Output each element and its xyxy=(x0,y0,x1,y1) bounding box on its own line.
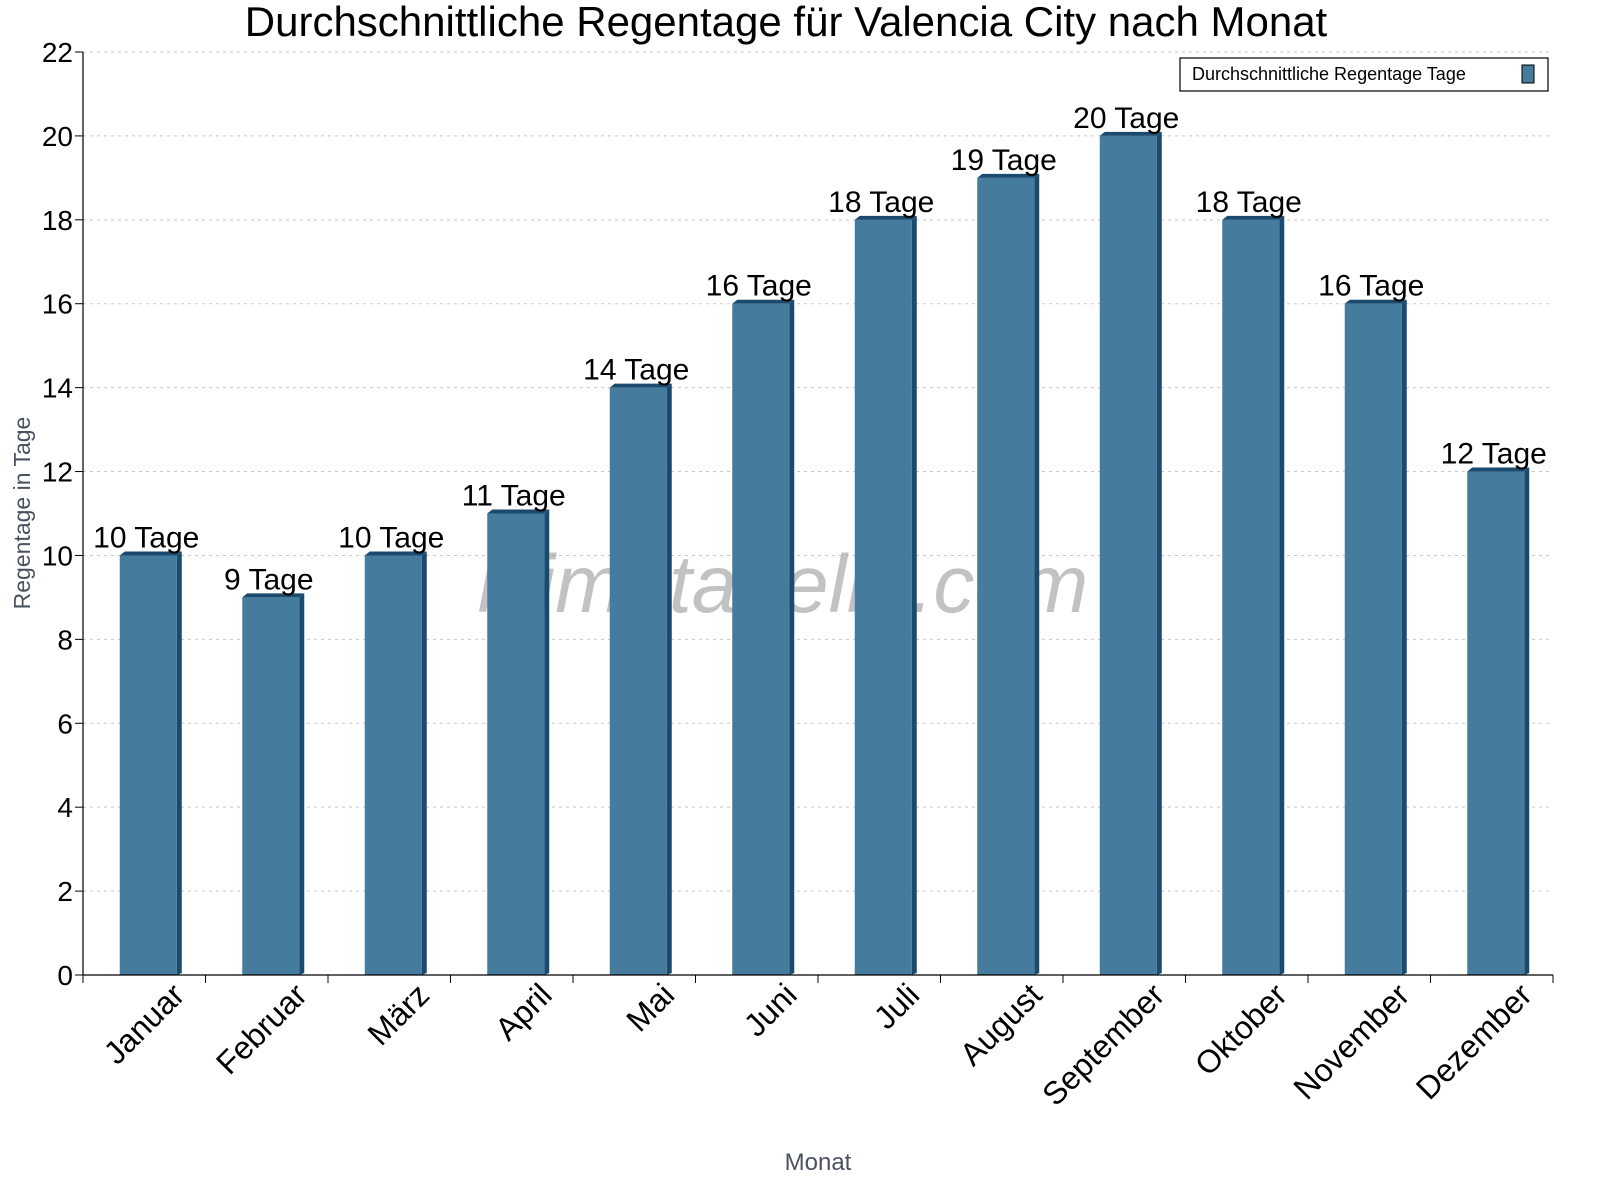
x-tick-label: Juni xyxy=(737,976,804,1043)
bars: 10 Tage 9 Tage 10 Tage 11 Tage 14 Tage 16 Tag… xyxy=(93,102,1547,976)
bar-side xyxy=(666,383,672,975)
data-label: 10 Tage xyxy=(93,521,199,554)
x-tick-label: Februar xyxy=(209,976,314,1081)
bar-side xyxy=(176,551,182,975)
bar-top xyxy=(1099,131,1162,136)
bar-top xyxy=(732,299,795,304)
bar-top xyxy=(854,215,917,220)
y-tick-label: 14 xyxy=(42,373,73,404)
y-tick-label: 10 xyxy=(42,540,73,571)
data-label: 16 Tage xyxy=(1318,270,1424,303)
chart-title: Durchschnittliche Regentage für Valencia… xyxy=(245,0,1328,45)
bar-top xyxy=(119,551,182,556)
bar-side xyxy=(421,551,427,975)
bar xyxy=(119,555,177,975)
y-tick-label: 16 xyxy=(42,289,73,320)
x-tick-label: Januar xyxy=(97,976,192,1071)
bar-top xyxy=(242,593,305,598)
y-tick-label: 18 xyxy=(42,205,73,236)
bar xyxy=(487,513,545,975)
bar-side xyxy=(299,593,305,975)
y-tick-label: 12 xyxy=(42,457,73,488)
data-label: 16 Tage xyxy=(706,270,812,303)
y-tick-label: 2 xyxy=(57,876,73,907)
bar xyxy=(1467,471,1525,975)
x-tick-label: Dezember xyxy=(1409,976,1539,1106)
bar xyxy=(732,303,790,975)
bar xyxy=(1222,219,1280,975)
bar xyxy=(1099,135,1157,976)
x-tick-label: April xyxy=(488,976,559,1047)
bar xyxy=(364,555,422,975)
data-label: 9 Tage xyxy=(224,563,314,596)
data-label: 11 Tage xyxy=(462,480,566,513)
legend-label: Durchschnittliche Regentage Tage xyxy=(1192,64,1466,84)
y-tick-label: 6 xyxy=(57,708,73,739)
x-tick-label: Juli xyxy=(867,976,926,1035)
bar-top xyxy=(1344,299,1407,304)
y-axis-label: Regentage in Tage xyxy=(9,417,35,610)
y-tick-label: 4 xyxy=(57,792,73,823)
bar-side xyxy=(1524,467,1530,975)
data-label: 10 Tage xyxy=(338,521,444,554)
bar-side xyxy=(1401,299,1407,975)
legend: Durchschnittliche Regentage Tage xyxy=(1179,57,1549,92)
bar xyxy=(1344,303,1402,975)
data-label: 18 Tage xyxy=(1196,186,1302,219)
bar xyxy=(242,597,300,975)
bar xyxy=(854,219,912,975)
x-tick-label: August xyxy=(953,976,1049,1072)
bar-top xyxy=(1222,215,1285,220)
y-tick-label: 8 xyxy=(57,624,73,655)
x-tick-label: November xyxy=(1286,976,1416,1106)
bar-top xyxy=(609,383,672,388)
bar-side xyxy=(1279,215,1285,975)
y-tick-label: 20 xyxy=(42,121,73,152)
data-label: 19 Tage xyxy=(951,144,1057,177)
y-tick-label: 0 xyxy=(57,960,73,991)
legend-box xyxy=(1179,57,1549,92)
bar-top xyxy=(487,509,550,514)
bar-side xyxy=(789,299,795,975)
x-tick-label: Mai xyxy=(619,976,681,1038)
x-axis-label: Monat xyxy=(785,1149,852,1176)
x-tick-label: September xyxy=(1035,976,1171,1112)
bar xyxy=(977,177,1035,975)
bar-side xyxy=(1034,173,1040,975)
y-tick-label: 22 xyxy=(42,37,73,68)
bar-top xyxy=(977,173,1040,178)
data-label: 20 Tage xyxy=(1073,102,1179,135)
data-label: 12 Tage xyxy=(1441,438,1547,471)
x-tick-label: Oktober xyxy=(1188,976,1294,1082)
bar-top xyxy=(1467,467,1530,472)
data-label: 14 Tage xyxy=(583,354,689,387)
x-tick-label: März xyxy=(360,976,436,1052)
grid xyxy=(83,51,1553,892)
bar-side xyxy=(911,215,917,975)
legend-swatch xyxy=(1521,64,1535,84)
bar-top xyxy=(364,551,427,556)
bar-side xyxy=(544,509,550,975)
bar-side xyxy=(1156,131,1162,976)
data-label: 18 Tage xyxy=(828,186,934,219)
bar xyxy=(609,387,667,975)
